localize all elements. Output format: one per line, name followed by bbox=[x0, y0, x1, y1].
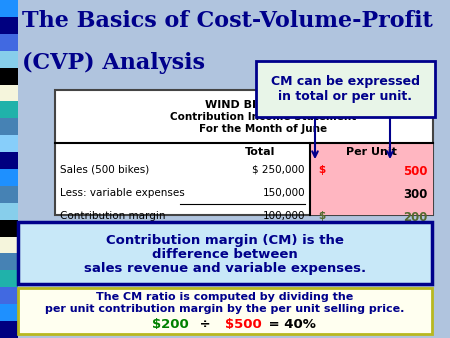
Bar bbox=[18, 222, 432, 284]
Bar bbox=[0, 270, 18, 287]
Text: 100,000: 100,000 bbox=[262, 211, 305, 221]
Text: $500: $500 bbox=[225, 318, 261, 331]
Text: Contribution margin: Contribution margin bbox=[60, 211, 166, 221]
Text: (CVP) Analysis: (CVP) Analysis bbox=[22, 52, 205, 74]
Bar bbox=[55, 90, 433, 215]
Text: Per Unit: Per Unit bbox=[346, 147, 397, 157]
Text: ÷: ÷ bbox=[195, 318, 215, 331]
Text: Contribution Income Statement: Contribution Income Statement bbox=[170, 112, 356, 122]
Text: per unit contribution margin by the per unit selling price.: per unit contribution margin by the per … bbox=[45, 304, 405, 314]
Bar bbox=[0, 254, 18, 270]
Text: Sales (500 bikes): Sales (500 bikes) bbox=[60, 165, 149, 175]
Bar bbox=[0, 203, 18, 220]
Text: 150,000: 150,000 bbox=[262, 188, 305, 198]
Text: sales revenue and variable expenses.: sales revenue and variable expenses. bbox=[84, 262, 366, 275]
Bar bbox=[0, 287, 18, 304]
Bar bbox=[310, 143, 433, 215]
Text: Less: variable expenses: Less: variable expenses bbox=[60, 188, 185, 198]
Bar bbox=[0, 68, 18, 84]
FancyBboxPatch shape bbox=[256, 61, 435, 117]
Bar bbox=[0, 34, 18, 51]
Text: The Basics of Cost-Volume-Profit: The Basics of Cost-Volume-Profit bbox=[22, 10, 433, 32]
Text: 500: 500 bbox=[404, 165, 428, 178]
Bar bbox=[0, 17, 18, 34]
Text: For the Month of June: For the Month of June bbox=[199, 124, 327, 134]
Text: $ 250,000: $ 250,000 bbox=[252, 165, 305, 175]
Bar bbox=[0, 51, 18, 68]
Bar bbox=[0, 237, 18, 254]
Text: $: $ bbox=[318, 165, 325, 175]
Bar bbox=[0, 118, 18, 135]
Text: Total: Total bbox=[245, 147, 275, 157]
Text: $200: $200 bbox=[152, 318, 189, 331]
Bar bbox=[0, 186, 18, 203]
Bar bbox=[0, 101, 18, 118]
Bar bbox=[0, 135, 18, 152]
Text: difference between: difference between bbox=[152, 248, 298, 261]
Text: The CM ratio is computed by dividing the: The CM ratio is computed by dividing the bbox=[96, 292, 354, 302]
Bar bbox=[0, 220, 18, 237]
Bar bbox=[0, 84, 18, 101]
Text: = 40%: = 40% bbox=[264, 318, 316, 331]
Bar bbox=[0, 0, 18, 17]
Text: $: $ bbox=[318, 211, 325, 221]
Bar bbox=[18, 288, 432, 334]
Text: CM can be expressed
in total or per unit.: CM can be expressed in total or per unit… bbox=[271, 75, 420, 103]
Bar bbox=[0, 304, 18, 321]
Bar bbox=[0, 169, 18, 186]
Text: 200: 200 bbox=[404, 211, 428, 224]
Bar bbox=[0, 152, 18, 169]
Text: WIND BICYCLE CO.: WIND BICYCLE CO. bbox=[206, 100, 320, 110]
Text: Contribution margin (CM) is the: Contribution margin (CM) is the bbox=[106, 234, 344, 247]
Text: 300: 300 bbox=[404, 188, 428, 201]
Bar bbox=[0, 321, 18, 338]
